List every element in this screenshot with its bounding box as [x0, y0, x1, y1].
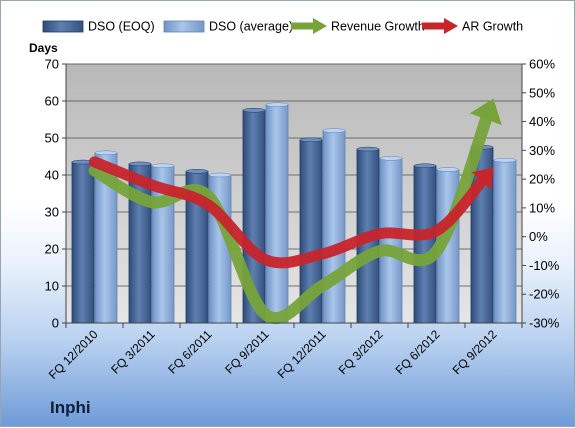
x-tick-label: FQ 12/2011	[275, 327, 329, 381]
y-tick-label: 60	[45, 94, 59, 109]
y2-tick-label: 50%	[529, 85, 555, 100]
y-axis-title: Days	[29, 41, 58, 55]
bar-top-dso-average	[322, 128, 346, 133]
y2-tick-label: 20%	[529, 172, 555, 187]
y2-tick-label: -10%	[529, 258, 560, 273]
bar-top-dso-average	[493, 157, 517, 163]
y2-tick-label: 40%	[529, 114, 555, 129]
bar-dso-average	[379, 157, 403, 324]
bar-top-dso-average	[208, 172, 232, 178]
legend-dso-eoq-label: DSO (EOQ)	[88, 20, 155, 34]
y2-tick-label: 60%	[529, 57, 555, 72]
revenue-growth-arrowhead	[469, 98, 502, 126]
y-tick-label: 30	[45, 205, 59, 220]
bar-top-dso-eoq	[242, 108, 266, 113]
bar-top-dso-average	[379, 156, 403, 161]
y2-tick-label: -30%	[529, 316, 560, 331]
bar-top-dso-eoq	[413, 163, 437, 168]
revenue-growth-line	[88, 104, 495, 325]
x-tick-label: FQ 6/2012	[393, 327, 443, 377]
x-tick-label: FQ 12/2010	[46, 327, 101, 382]
bar-top-dso-eoq	[356, 146, 380, 152]
y2-tick-label: 30%	[529, 143, 555, 158]
x-tick-label: FQ 9/2011	[222, 327, 272, 377]
bar-top-dso-average	[94, 150, 118, 156]
company-name: Inphi	[50, 398, 91, 417]
bars	[71, 102, 517, 324]
ar-growth-arrowhead	[471, 167, 494, 190]
bar-dso-average	[493, 159, 517, 324]
bar-top-dso-eoq	[299, 137, 323, 143]
y2-tick-label: -20%	[529, 287, 560, 302]
y-tick-label: 40	[45, 168, 59, 183]
legend-dso-average-swatch	[163, 20, 205, 33]
bar-top-dso-eoq	[128, 161, 152, 167]
ar-growth-line	[89, 156, 492, 269]
legend-ar-growth-swatch-head	[444, 18, 458, 34]
bar-top-dso-average	[436, 167, 460, 172]
x-tick-label: FQ 6/2011	[165, 327, 215, 377]
legend-ar-growth-label: AR Growth	[462, 20, 523, 34]
bar-dso-eoq	[413, 165, 437, 324]
bar-dso-average	[265, 104, 289, 324]
legend-revenue-growth-label: Revenue Growth	[331, 20, 425, 34]
x-tick-label: FQ 9/2012	[450, 327, 500, 377]
y2-tick-label: 10%	[529, 200, 555, 215]
y2-tick-label: 0%	[529, 229, 548, 244]
bar-top-dso-average	[151, 163, 175, 168]
legend-dso-average-label: DSO (average)	[209, 20, 293, 34]
legend-revenue-growth-swatch-head	[313, 18, 327, 34]
growth-lines	[88, 98, 502, 325]
y-tick-label: 10	[45, 279, 59, 294]
legend-dso-eoq-swatch	[42, 20, 84, 33]
x-tick-label: FQ 3/2011	[108, 327, 158, 377]
bar-dso-eoq	[71, 161, 95, 324]
bar-dso-average	[322, 130, 346, 324]
bar-top-dso-average	[265, 102, 289, 107]
legend: DSO (EOQ) DSO (average) Revenue Growth AR G…	[42, 18, 523, 34]
y-tick-label: 50	[45, 131, 59, 146]
x-tick-label: FQ 3/2012	[336, 327, 386, 377]
y-tick-label: 0	[52, 316, 59, 331]
y-tick-label: 70	[45, 57, 59, 72]
y-tick-label: 20	[45, 242, 59, 257]
bar-top-dso-eoq	[185, 169, 209, 174]
